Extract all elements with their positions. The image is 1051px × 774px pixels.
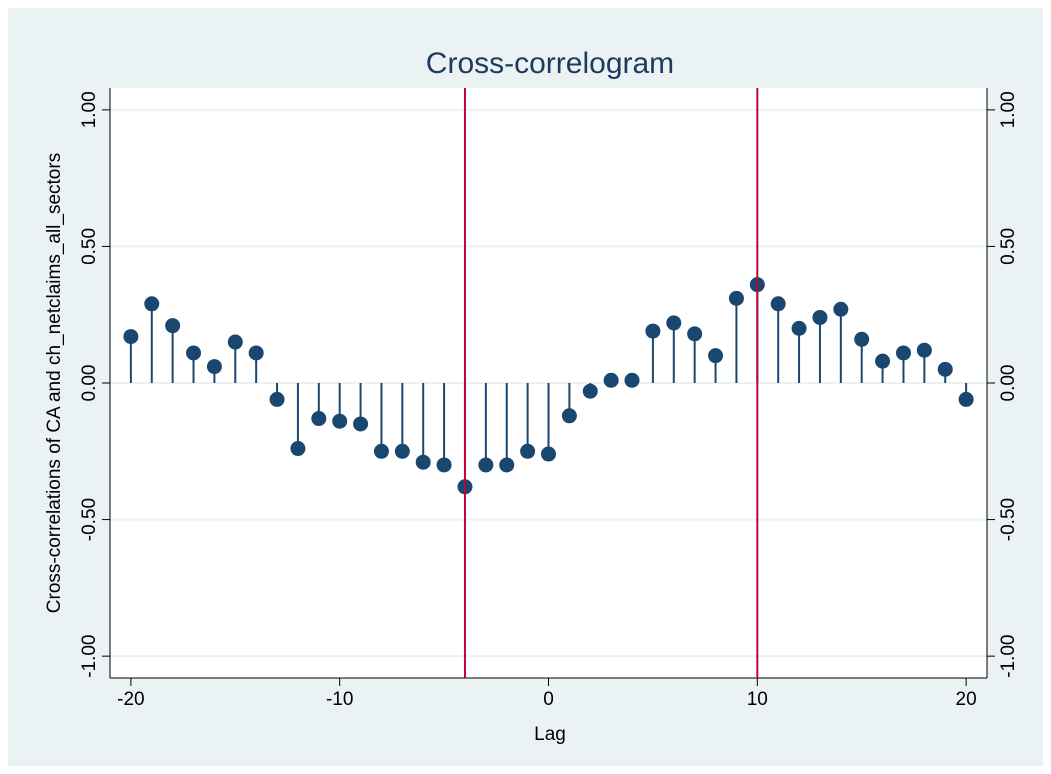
chart-title: Cross-correlogram — [426, 47, 674, 80]
marker — [541, 446, 556, 462]
marker — [248, 345, 264, 361]
marker — [854, 331, 870, 347]
marker — [394, 443, 410, 459]
marker — [436, 457, 452, 473]
marker — [123, 329, 139, 345]
marker — [958, 391, 974, 407]
x-tick-label: 0 — [543, 689, 554, 710]
marker — [603, 372, 619, 388]
y-tick-label: 0.50 — [79, 228, 100, 265]
x-tick-label: 20 — [956, 689, 977, 710]
marker — [645, 323, 661, 339]
marker — [687, 326, 703, 342]
y2-tick-label: 0.00 — [998, 365, 1019, 402]
marker — [165, 318, 181, 334]
y-axis-label: Cross-correlations of CA and ch_netclaim… — [44, 153, 65, 613]
marker — [895, 345, 911, 361]
marker — [937, 361, 953, 377]
marker — [812, 309, 828, 325]
marker — [332, 413, 348, 429]
marker — [269, 391, 285, 407]
marker — [561, 408, 577, 424]
x-axis-label: Lag — [534, 724, 566, 745]
y2-tick-label: 1.00 — [998, 91, 1019, 128]
marker — [624, 372, 640, 388]
marker — [520, 443, 536, 459]
marker — [311, 411, 327, 427]
marker — [144, 296, 160, 312]
marker — [373, 443, 389, 459]
marker — [186, 345, 202, 361]
marker — [666, 315, 682, 331]
y2-tick-label: 0.50 — [998, 228, 1019, 265]
marker — [290, 441, 306, 457]
x-tick-label: -10 — [326, 689, 353, 710]
marker — [415, 454, 431, 470]
marker — [206, 359, 222, 375]
y2-tick-label: -0.50 — [998, 498, 1019, 541]
marker — [478, 457, 494, 473]
marker — [791, 320, 807, 336]
y-tick-label: 0.00 — [79, 365, 100, 402]
marker — [227, 334, 243, 350]
marker — [708, 348, 724, 364]
marker — [875, 353, 891, 369]
marker — [770, 296, 786, 312]
marker — [353, 416, 369, 432]
marker — [582, 383, 598, 399]
marker — [499, 457, 515, 473]
marker — [916, 342, 932, 358]
y2-tick-label: -1.00 — [998, 634, 1019, 677]
marker — [728, 290, 744, 306]
x-tick-label: 10 — [747, 689, 768, 710]
x-tick-label: -20 — [117, 689, 144, 710]
marker — [833, 301, 849, 317]
y-tick-label: -0.50 — [79, 498, 100, 541]
y-tick-label: -1.00 — [79, 634, 100, 677]
y-tick-label: 1.00 — [79, 91, 100, 128]
